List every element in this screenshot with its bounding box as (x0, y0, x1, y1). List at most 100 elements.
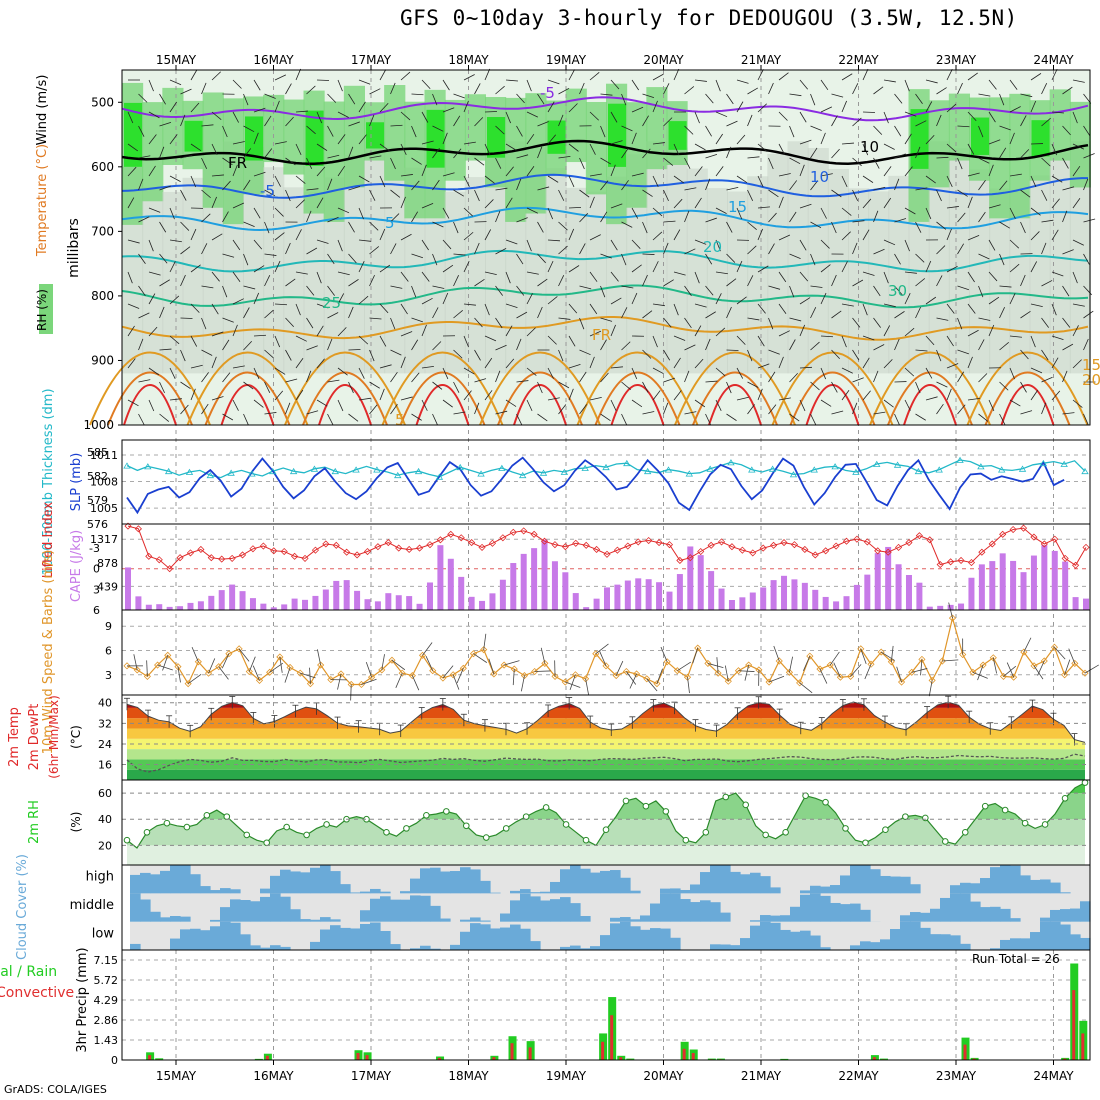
wind-barb (631, 264, 642, 273)
wind-barb (841, 231, 851, 241)
wind-barb (673, 68, 680, 81)
wind-barb (516, 154, 529, 159)
wind-barb (526, 165, 535, 177)
precip-conv-bar (682, 1048, 686, 1060)
cape-bar (145, 604, 152, 610)
lifted-index-point (770, 541, 778, 549)
wind-barb (1083, 153, 1095, 159)
thickness-point (539, 469, 548, 476)
wind-barb (379, 143, 390, 152)
wind-barb (904, 166, 913, 177)
wind-speed-point (1020, 648, 1028, 656)
rh-point (143, 829, 151, 836)
cloud-bar (370, 922, 381, 950)
wind-barb (925, 396, 938, 401)
rh-band (767, 153, 789, 374)
cloud-bar (240, 900, 251, 922)
wind-barb (841, 261, 848, 273)
wind-barb (138, 379, 151, 383)
wind-barb (1072, 239, 1084, 246)
wind-barb (201, 82, 207, 95)
wind-barb (957, 371, 965, 383)
wind-barb (421, 164, 427, 177)
wind-barb (799, 297, 811, 305)
cloud-bar (220, 888, 231, 894)
wind-barb (1062, 186, 1075, 191)
lifted-index-point (415, 544, 424, 552)
wind-speed-point (826, 661, 834, 669)
lifted-index-point (499, 534, 507, 542)
wind-barb (579, 157, 585, 170)
wind-barb (138, 338, 144, 351)
rh-band (910, 109, 929, 169)
wind-barb (579, 349, 591, 356)
cape-bar (239, 591, 246, 610)
wind-barb (1020, 381, 1027, 393)
cloud-bar (910, 884, 921, 894)
wind-barb (274, 207, 284, 217)
wind-barb (505, 358, 515, 369)
wind-barb (789, 211, 797, 223)
cape-bar (406, 596, 413, 610)
wind-barb (547, 335, 557, 345)
rh-point (1061, 795, 1069, 802)
rh-band (505, 97, 527, 222)
wind-barb (327, 253, 335, 265)
wind-barb (810, 413, 817, 425)
rh-point (842, 825, 849, 832)
wind-barb (169, 101, 177, 113)
wind-barb (558, 221, 568, 231)
wind-barb (316, 271, 322, 284)
wind-barb (138, 413, 145, 425)
wind-barb (663, 377, 675, 383)
wind-barb (306, 247, 318, 255)
wind-barb (747, 189, 754, 202)
cape-bar (697, 555, 704, 610)
wind-barb (421, 324, 427, 337)
wind-barb (295, 229, 302, 241)
wind-barb (232, 271, 241, 282)
wind-barb (327, 178, 333, 191)
wind-barb (936, 349, 942, 362)
wind-barb (274, 335, 281, 348)
wind-barb (569, 674, 576, 690)
lifted-index-point (978, 548, 986, 556)
wind-barb (1009, 79, 1018, 90)
wind-barb (873, 186, 886, 191)
wind-barb (484, 271, 497, 276)
wind-barb (390, 124, 403, 127)
wind-barb (1030, 303, 1043, 308)
wind-barb (1083, 338, 1089, 351)
cloud-bar (1020, 938, 1031, 950)
tick-label: 3 (93, 583, 100, 596)
wind-barb (890, 645, 894, 662)
wind-barb (715, 399, 722, 411)
axis-label: 1000-500mb Thickness (dm) (41, 388, 56, 575)
wind-barb (936, 156, 949, 159)
wind-barb (390, 285, 403, 289)
axis-label: (°C) (69, 725, 83, 749)
wind-barb (432, 148, 440, 159)
wind-barb (1041, 280, 1053, 287)
wind-barb (306, 125, 316, 135)
wind-barb (673, 143, 680, 156)
wind-barb (1083, 310, 1094, 319)
cape-bar (1020, 572, 1027, 610)
wind-barb (904, 293, 911, 305)
wind-barb (295, 389, 304, 401)
rh-band (606, 176, 628, 374)
wind-barb (505, 303, 518, 308)
cape-bar (135, 596, 142, 610)
cloud-bar (960, 893, 971, 922)
wind-barb (915, 120, 927, 127)
cape-bar (249, 598, 256, 610)
wind-barb (873, 411, 886, 415)
rh-band (827, 168, 849, 374)
cloud-bar (730, 871, 741, 894)
wind-barb (190, 175, 197, 188)
wind-barb (831, 93, 844, 98)
wind-barb (747, 349, 753, 362)
wind-barb (1030, 231, 1040, 241)
tick-label: 40 (98, 697, 112, 710)
wind-barb (463, 303, 476, 306)
